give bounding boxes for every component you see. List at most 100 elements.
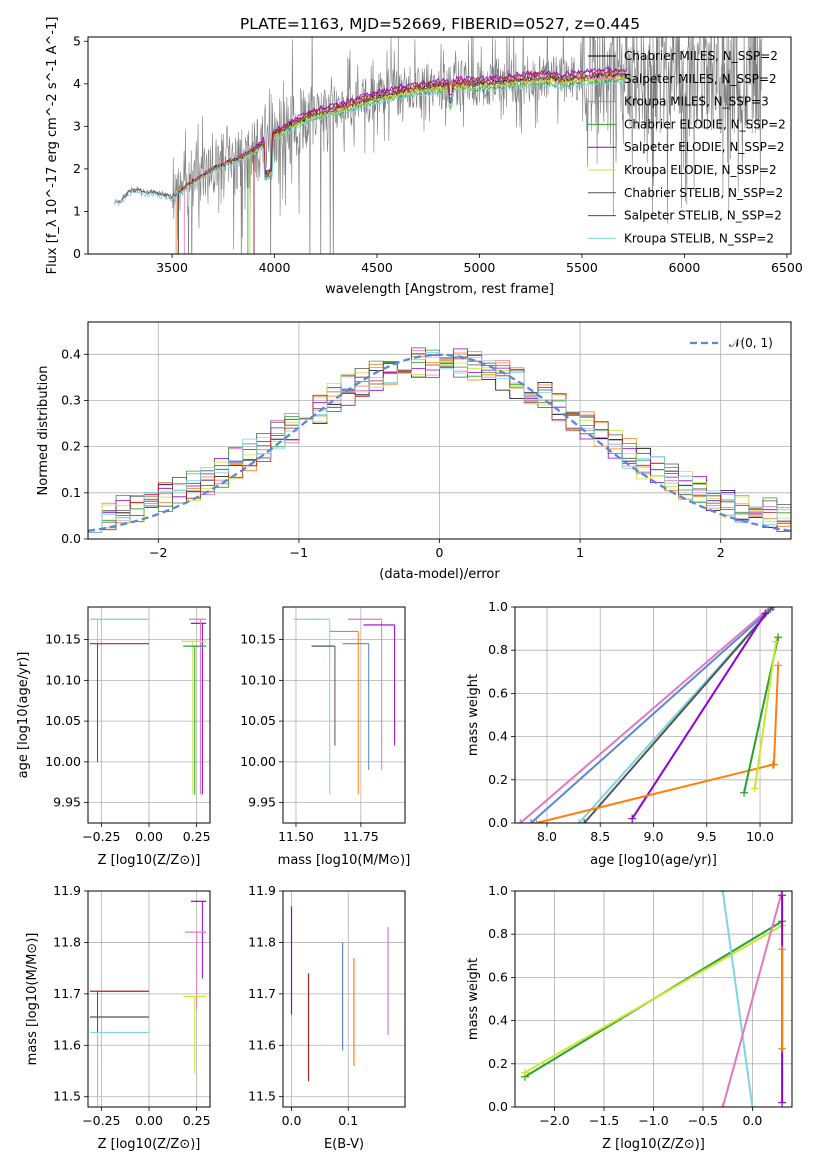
x-tick-label: −1.0 (638, 1113, 668, 1128)
x-axis-label: Z [log10(Z/Z⊙)] (98, 1137, 201, 1152)
axes-frame (282, 890, 406, 1108)
y-axis-label: mass weight (466, 958, 481, 1040)
x-tick-label: 5000 (464, 260, 496, 275)
y-axis-label: mass weight (466, 674, 481, 756)
x-tick-label: 0.25 (183, 1113, 211, 1128)
mass-vs-ebv-panel: 0.0 0.1 11.5 11.6 11.7 11.8 11.9 E(B-V) (248, 883, 406, 1152)
weight-point (748, 1103, 757, 1107)
y-tick-label: 0.4 (488, 729, 508, 744)
x-tick-label: −1 (290, 545, 308, 560)
gaussian-curve (88, 353, 791, 533)
x-tick-label: 10.0 (746, 829, 774, 844)
x-tick-label: 0.0 (742, 1113, 762, 1128)
y-tick-label: 11.5 (53, 1089, 81, 1104)
y-tick-label: 9.95 (53, 795, 81, 810)
weight-line (519, 607, 772, 823)
age-vs-mass-panel: 11.50 11.75 9.95 10.00 10.05 10.10 10.15 mass [… (240, 606, 410, 868)
age-vs-metallicity-panel: −0.25 0.00 0.25 9.95 10.00 10.05 10.10 10.15 Z [… (16, 606, 211, 868)
y-tick-label: 0.2 (488, 772, 508, 787)
x-tick-label: 6000 (669, 260, 701, 275)
spectrum-panel: 3500 4000 4500 5000 5500 6000 6500 0 1 2 3 4 5 wavele… (45, 17, 803, 297)
weight-line (524, 924, 783, 1074)
x-tick-label: 1 (576, 545, 584, 560)
y-axis-label: Normed distribution (36, 366, 51, 496)
weight-point (628, 814, 637, 823)
residual-histogram-panel: −2 −1 0 1 2 0.0 0.1 0.2 0.3 0.4 𝒩(0, 1) (data-model… (36, 321, 792, 582)
x-tick-label: 11.50 (278, 829, 314, 844)
weight-point (532, 819, 541, 823)
y-tick-label: 10.15 (45, 632, 81, 647)
legend-label: Salpeter ELODIE, N_SSP=2 (624, 140, 785, 154)
x-tick-label: 9.5 (697, 829, 717, 844)
x-tick-label: 0 (436, 545, 444, 560)
mass-vs-metallicity-panel: −0.25 0.00 0.25 11.5 11.6 11.7 11.8 11.9 Z [log1… (25, 883, 211, 1152)
y-tick-label: 0.8 (488, 926, 508, 941)
legend-label: Kroupa ELODIE, N_SSP=2 (624, 163, 777, 177)
model-series-line (249, 75, 627, 254)
y-tick-label: 0.1 (61, 485, 81, 500)
plot-area (88, 347, 791, 533)
model-series-line (175, 73, 627, 254)
y-tick-label: 0.0 (488, 1099, 508, 1114)
x-tick-label: −1.5 (589, 1113, 619, 1128)
axes-frame (87, 890, 211, 1108)
weight-point (772, 637, 781, 646)
legend-label: Kroupa STELIB, N_SSP=2 (624, 231, 774, 245)
x-axis-label: Z [log10(Z/Z⊙)] (98, 853, 201, 868)
x-tick-label: 0.0 (282, 1113, 302, 1128)
plot-area (114, 37, 763, 254)
residual-histogram-step (88, 352, 791, 533)
axes-frame (282, 606, 406, 824)
weight-line (721, 891, 754, 1107)
y-tick-label: 11.5 (248, 1089, 276, 1104)
plot-area (520, 891, 787, 1107)
x-axis-label: (data-model)/error (379, 567, 500, 582)
y-tick-label: 4 (73, 76, 81, 91)
weight-point (778, 1044, 787, 1053)
x-tick-label: −0.25 (82, 829, 120, 844)
plot-area (290, 906, 389, 1082)
plot-area (516, 607, 783, 823)
y-axis-label: mass [log10(M/M⊙)] (25, 933, 40, 1066)
x-tick-label: −0.5 (688, 1113, 718, 1128)
x-tick-label: 6500 (771, 260, 803, 275)
weight-vs-metallicity-panel: −2.0 −1.5 −1.0 −0.5 0.0 0.0 0.2 0.4 0.6 0.8 1.0 Z [… (466, 883, 793, 1152)
weight-line (530, 608, 772, 823)
y-tick-label: 0.6 (488, 685, 508, 700)
weight-point (740, 788, 749, 797)
x-tick-label: 2 (717, 545, 725, 560)
y-tick-label: 10.00 (240, 754, 276, 769)
y-tick-label: 0.4 (488, 1013, 508, 1028)
x-tick-label: −2 (149, 545, 167, 560)
weight-point (574, 819, 583, 823)
x-axis-label: age [log10(age/yr)] (590, 853, 717, 868)
y-tick-label: 0.2 (488, 1056, 508, 1071)
axes-frame (87, 606, 211, 824)
y-tick-label: 1.0 (488, 883, 508, 898)
weight-point (516, 819, 525, 823)
y-tick-label: 11.7 (248, 986, 276, 1001)
x-tick-label: 4500 (361, 260, 393, 275)
weight-point (750, 784, 759, 793)
x-axis-label: E(B-V) (324, 1137, 364, 1152)
y-tick-label: 11.8 (53, 934, 81, 949)
weight-line (721, 891, 784, 1107)
y-tick-label: 0.0 (488, 815, 508, 830)
y-tick-label: 0 (73, 246, 81, 261)
x-axis-label: Z [log10(Z/Z⊙)] (602, 1137, 705, 1152)
y-tick-label: 9.95 (248, 795, 276, 810)
y-tick-label: 1.0 (488, 599, 508, 614)
axes-frame (514, 890, 793, 1108)
x-tick-label: 11.75 (343, 829, 379, 844)
y-tick-label: 11.8 (248, 934, 276, 949)
y-tick-label: 2 (73, 161, 81, 176)
x-tick-label: 0.1 (338, 1113, 358, 1128)
x-tick-label: 3500 (156, 260, 188, 275)
y-tick-label: 0.3 (61, 392, 81, 407)
x-axis-label: wavelength [Angstrom, rest frame] (325, 282, 554, 297)
y-tick-label: 11.7 (53, 986, 81, 1001)
y-tick-label: 10.05 (45, 713, 81, 728)
weight-point (778, 891, 787, 900)
x-tick-label: 8.5 (590, 829, 610, 844)
residual-histogram-step (88, 347, 791, 533)
